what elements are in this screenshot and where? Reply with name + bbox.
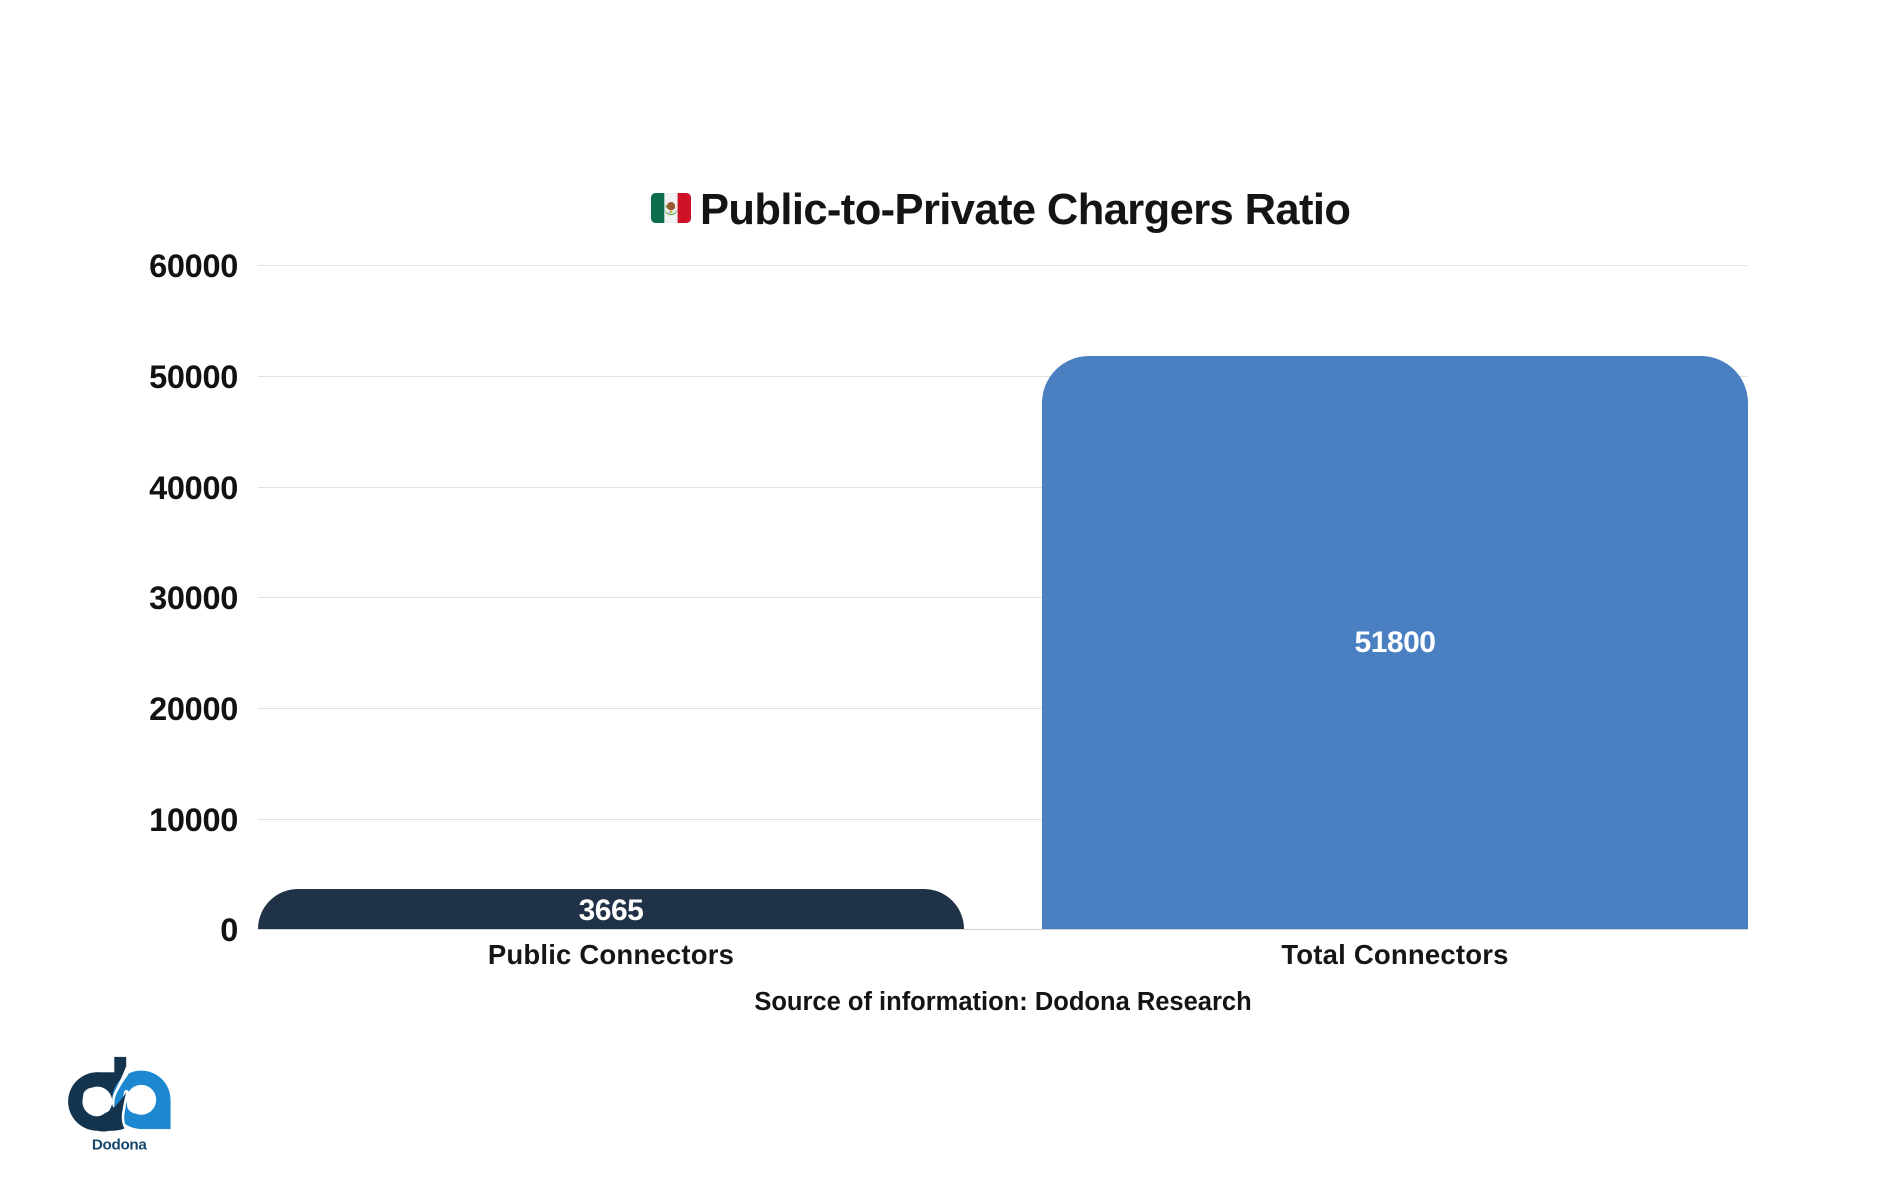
- svg-text:Dodona: Dodona: [92, 1137, 148, 1154]
